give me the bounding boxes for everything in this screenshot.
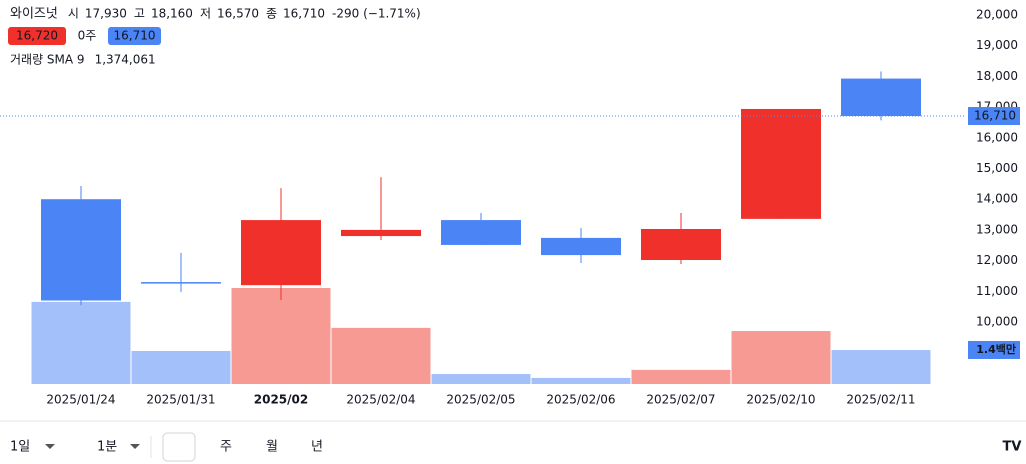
toolbar-item[interactable]: 월 — [266, 440, 278, 455]
active-tab-box[interactable] — [162, 432, 196, 462]
field-label: 시 — [68, 7, 79, 21]
volume-label: 1.4백만 — [976, 342, 1016, 356]
indicator-name: 거래량 SMA 9 — [10, 53, 85, 67]
toolbar-item[interactable]: 1일 — [10, 440, 30, 455]
field-label: 저 — [200, 7, 211, 21]
candle-body — [841, 78, 921, 117]
volume-bar — [331, 327, 431, 384]
x-tick-label: 2025/02 — [254, 393, 308, 407]
x-tick-label: 202 — [970, 393, 993, 407]
y-tick-label: 20,000 — [976, 8, 1018, 22]
volume-bar — [31, 301, 131, 384]
y-tick-label: 14,000 — [976, 192, 1018, 206]
ticker: 와이즈넛 — [10, 7, 58, 22]
field-value: 16,570 — [217, 7, 259, 21]
volume-bar — [231, 288, 331, 384]
candle-body — [241, 220, 321, 286]
badge: 16,720 — [16, 29, 58, 43]
field-label: 고 — [134, 7, 145, 21]
candle-body — [441, 220, 521, 245]
volume-bar — [731, 331, 831, 384]
x-tick-label: 2025/01/31 — [146, 393, 215, 407]
price-label: 16,710 — [974, 109, 1016, 123]
x-tick-label: 2025/02/04 — [346, 393, 415, 407]
candle-body — [641, 228, 721, 260]
indicator-value: 1,374,061 — [95, 53, 156, 67]
y-tick-label: 11,000 — [976, 284, 1018, 298]
volume-bar — [131, 350, 231, 384]
price-label-box — [968, 107, 1020, 126]
volume-bar — [631, 369, 731, 384]
badge-box — [108, 27, 161, 45]
candle-body — [341, 229, 421, 237]
volume-bar — [431, 374, 531, 384]
x-tick-label: 2025/02/10 — [746, 393, 815, 407]
volume-label-box — [968, 340, 1020, 359]
candle-body — [141, 282, 221, 284]
badge: 0주 — [78, 29, 97, 43]
badge: 16,710 — [114, 29, 156, 43]
y-tick-label: 15,000 — [976, 161, 1018, 175]
field-label: 종 — [266, 7, 277, 21]
field-value: 18,160 — [151, 7, 193, 21]
y-tick-label: 13,000 — [976, 222, 1018, 236]
volume-bar — [831, 349, 931, 384]
candle-body — [41, 199, 121, 301]
y-tick-label: 16,000 — [976, 130, 1018, 144]
x-tick-label: 2025/01/24 — [46, 393, 115, 407]
toolbar-item[interactable]: 년 — [311, 440, 323, 455]
y-tick-label: 18,000 — [976, 69, 1018, 83]
candle-body — [741, 108, 821, 219]
change: -290 (−1.71%) — [332, 7, 421, 21]
candle-body — [541, 237, 621, 256]
y-tick-label: 12,000 — [976, 253, 1018, 267]
x-tick-label: 2025/02/06 — [546, 393, 615, 407]
volume-bar — [531, 377, 631, 384]
y-tick-label: 10,000 — [976, 314, 1018, 328]
y-tick-label: 19,000 — [976, 38, 1018, 52]
x-tick-label: 2025/02/05 — [446, 393, 515, 407]
field-value: 16,710 — [283, 7, 325, 21]
x-tick-label: 2025/02/11 — [846, 393, 915, 407]
logo: TV — [1003, 440, 1022, 455]
dropdown-arrows — [45, 444, 140, 449]
toolbar-item[interactable]: 1분 — [97, 440, 117, 455]
badge-box — [8, 27, 66, 45]
field-value: 17,930 — [85, 7, 127, 21]
toolbar-item[interactable]: 주 — [220, 440, 232, 455]
x-tick-label: 2025/02/07 — [646, 393, 715, 407]
